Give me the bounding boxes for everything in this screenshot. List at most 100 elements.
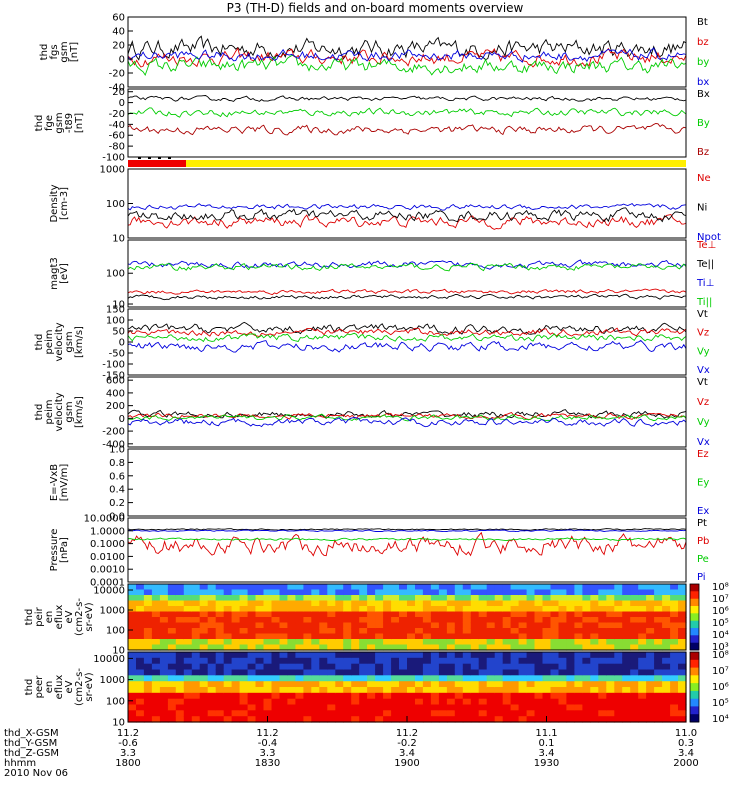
spectrogram-cell xyxy=(383,589,392,596)
spectrogram-cell xyxy=(239,652,249,659)
legend-entry: By xyxy=(697,118,710,129)
spectrogram-cell xyxy=(151,669,161,676)
spectrogram-cell xyxy=(175,681,185,688)
spectrogram-cell xyxy=(263,617,273,624)
spectrogram-cell xyxy=(550,687,560,694)
spectrogram-cell xyxy=(191,652,201,659)
spectrogram-cell xyxy=(239,710,249,717)
spectrogram-cell xyxy=(654,633,663,640)
spectrogram-cell xyxy=(542,639,552,646)
spectrogram-cell xyxy=(375,639,384,646)
spectrogram-cell xyxy=(670,600,679,607)
spectrogram-cell xyxy=(470,622,480,629)
spectrogram-cell xyxy=(128,657,137,665)
spectrogram-cell xyxy=(223,692,233,700)
spectrogram-cell xyxy=(646,589,655,596)
spectrogram-cell xyxy=(430,622,440,629)
spectrogram-cell xyxy=(239,617,249,624)
spectrogram-cell xyxy=(622,698,631,706)
spectrogram-cell xyxy=(175,628,185,635)
spectrogram-cell xyxy=(351,595,360,602)
spectrogram-cell xyxy=(582,704,591,711)
spectrogram-cell xyxy=(510,622,520,629)
spectrogram-cell xyxy=(582,669,591,676)
spectrogram-cell xyxy=(231,710,241,717)
spectrogram-cell xyxy=(351,606,360,613)
spectrogram-cell xyxy=(215,633,225,640)
spectrogram-cell xyxy=(494,611,504,618)
spectrogram-cell xyxy=(223,704,233,711)
spectrogram-cell xyxy=(558,669,568,676)
spectrogram-cell xyxy=(343,622,352,629)
spectrogram-cell xyxy=(159,669,169,676)
spectrogram-cell xyxy=(231,669,241,676)
spectrogram-cell xyxy=(566,681,575,688)
spectrogram-cell xyxy=(223,584,233,591)
spectrogram-cell xyxy=(638,584,647,591)
spectrogram-cell xyxy=(622,657,631,665)
spectrogram-cell xyxy=(590,710,599,717)
spectrogram-cell xyxy=(287,628,296,635)
spectrogram-cell xyxy=(566,704,575,711)
spectrogram-cell xyxy=(638,600,647,607)
spectrogram-cell xyxy=(375,681,384,688)
spectrogram-cell xyxy=(518,692,528,700)
mode-bar-tick xyxy=(138,157,141,159)
series-line-1 xyxy=(127,35,687,61)
spectrogram-cell xyxy=(542,611,552,618)
spectrogram-cell xyxy=(359,600,368,607)
spectrogram-cell xyxy=(646,595,655,602)
spectrogram-cell xyxy=(422,687,432,694)
spectrogram-cell xyxy=(263,639,273,646)
spectrogram-cell xyxy=(606,704,615,711)
spectrogram-cell xyxy=(367,663,376,671)
spectrogram-cell xyxy=(247,710,257,717)
spectrogram-cell xyxy=(670,644,679,651)
spectrogram-cell xyxy=(263,652,273,659)
y-axis-label: fge xyxy=(44,115,55,131)
spectrogram-cell xyxy=(271,628,281,635)
spectrogram-cell xyxy=(510,669,520,676)
spectrogram-cell xyxy=(183,675,193,682)
spectrogram-cell xyxy=(566,600,575,607)
colorbar-tick: 10⁷ xyxy=(712,666,729,677)
spectrogram-cell xyxy=(438,652,448,659)
spectrogram-cell xyxy=(151,639,161,646)
y-tick-label: 200 xyxy=(106,401,125,412)
spectrogram-cell xyxy=(159,639,169,646)
y-axis-label: en xyxy=(44,681,55,694)
spectrogram-cell xyxy=(136,606,145,613)
spectrogram-cell xyxy=(478,669,488,676)
spectrogram-cell xyxy=(678,628,687,635)
spectrogram-cell xyxy=(295,692,304,700)
spectrogram-cell xyxy=(351,611,360,618)
spectrogram-cell xyxy=(438,606,448,613)
spectrogram-cell xyxy=(606,687,615,694)
spectrogram-cell xyxy=(662,710,671,717)
spectrogram-cell xyxy=(327,716,336,723)
spectrogram-cell xyxy=(263,589,273,596)
spectrogram-cell xyxy=(175,687,185,694)
spectrogram-cell xyxy=(375,622,384,629)
spectrogram-cell xyxy=(375,663,384,671)
y-axis-label: peir xyxy=(34,606,45,626)
y-axis-label: (cm2-s- xyxy=(74,668,85,706)
spectrogram-cell xyxy=(136,639,145,646)
spectrogram-cell xyxy=(670,595,679,602)
spectrogram-cell xyxy=(239,622,249,629)
spectrogram-cell xyxy=(462,611,472,618)
spectrogram-cell xyxy=(494,698,504,706)
spectrogram-cell xyxy=(343,589,352,596)
legend-entry: Te⊥ xyxy=(696,240,716,251)
spectrogram-cell xyxy=(446,710,456,717)
y-tick-label: -60 xyxy=(109,131,125,142)
spectrogram-cell xyxy=(223,600,233,607)
spectrogram-cell xyxy=(454,681,464,688)
spectrogram-cell xyxy=(494,657,504,665)
spectrogram-cell xyxy=(143,606,153,613)
spectrogram-cell xyxy=(670,611,679,618)
spectrogram-cell xyxy=(255,611,265,618)
spectrogram-cell xyxy=(494,644,504,651)
